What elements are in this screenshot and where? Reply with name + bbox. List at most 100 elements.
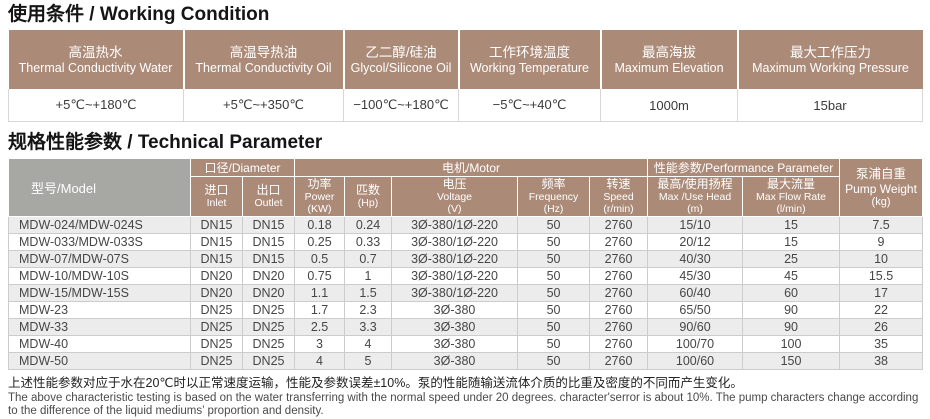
col-header-maximum-working-pressure: 最大工作压力 Maximum Working Pressure bbox=[737, 30, 923, 89]
table-row: MDW-40 DN25 DN25 3 4 3Ø-380 50 2760 100/70 100 35 bbox=[8, 335, 924, 353]
col-header-frequency: 频率 Frequency (Hz) bbox=[517, 176, 591, 217]
table-row: MDW-23 DN25 DN25 1.7 2.3 3Ø-380 50 2760 65/50 90 2… bbox=[8, 301, 924, 319]
cell-max-head: 60/40 bbox=[647, 284, 744, 302]
cell-speed: 2760 bbox=[589, 250, 649, 268]
cell-outlet: DN25 bbox=[241, 301, 296, 319]
parameter-sub-header-row: 进口 Inlet 出口 Outlet 功率 Power (KW) 匹数 (Hp) 电压 Vo… bbox=[9, 176, 923, 217]
cell-pump-weight: 26 bbox=[839, 318, 924, 336]
cell-model: MDW-10/MDW-10S bbox=[8, 267, 191, 285]
cell-inlet: DN25 bbox=[190, 335, 243, 353]
table-row: MDW-10/MDW-10S DN20 DN20 0.75 1 3Ø-380/1Ø-220… bbox=[8, 267, 924, 285]
cell-power-kw: 4 bbox=[294, 352, 346, 370]
cell-power-kw: 1.7 bbox=[294, 301, 346, 319]
table-row: MDW-033/MDW-033S DN15 DN15 0.25 0.33 3Ø-380/1… bbox=[8, 233, 924, 251]
cell-hp: 4 bbox=[344, 335, 393, 353]
table-row: MDW-50 DN25 DN25 4 5 3Ø-380 50 2760 100/60 150 38 bbox=[8, 352, 924, 370]
cell-max-flow: 60 bbox=[742, 284, 841, 302]
cell-speed: 2760 bbox=[589, 301, 649, 319]
cell-inlet: DN15 bbox=[190, 233, 243, 251]
cell-hp: 3.3 bbox=[344, 318, 393, 336]
cell-model: MDW-33 bbox=[8, 318, 191, 336]
header-line: 最大流量 bbox=[767, 176, 816, 191]
cell-power-kw: 0.18 bbox=[294, 216, 346, 234]
table-row: MDW-07/MDW-07S DN15 DN15 0.5 0.7 3Ø-380/1Ø-22… bbox=[8, 250, 924, 268]
cell-speed: 2760 bbox=[589, 284, 649, 302]
header-line: Max /Use Head bbox=[658, 191, 732, 204]
cell-pump-weight: 7.5 bbox=[839, 216, 924, 234]
cell-max-head: 20/12 bbox=[647, 233, 744, 251]
col-header-thermal-water: 高温热水 Thermal Conductivity Water bbox=[8, 30, 185, 89]
header-line: 转速 bbox=[606, 176, 631, 191]
cell-max-flow: 100 bbox=[742, 335, 841, 353]
cell-max-head: 100/70 bbox=[647, 335, 744, 353]
cell-hp: 1 bbox=[344, 267, 393, 285]
header-label-en: Glycol/Silicone Oil bbox=[350, 60, 452, 75]
header-label-en: Maximum Elevation bbox=[614, 60, 724, 75]
cell-max-flow: 90 bbox=[742, 301, 841, 319]
table-row: MDW-024/MDW-024S DN15 DN15 0.18 0.24 3Ø-380/1… bbox=[8, 216, 924, 234]
cell-voltage: 3Ø-380 bbox=[391, 318, 519, 336]
header-line: (KW) bbox=[307, 203, 332, 216]
cell-model: MDW-07/MDW-07S bbox=[8, 250, 191, 268]
cell-hp: 0.7 bbox=[344, 250, 393, 268]
header-line: 匹数 bbox=[356, 182, 381, 197]
cell-inlet: DN20 bbox=[190, 284, 243, 302]
footnote-english: The above characteristic testing is base… bbox=[8, 392, 919, 417]
cell-outlet: DN20 bbox=[241, 284, 296, 302]
header-line: Power bbox=[304, 191, 335, 204]
cell-power-kw: 1.1 bbox=[294, 284, 346, 302]
col-header-voltage: 电压 Voltage (V) bbox=[391, 176, 519, 217]
cell-speed: 2760 bbox=[589, 233, 649, 251]
header-line: 出口 bbox=[256, 182, 281, 197]
col-header-max-head: 最高/使用扬程 Max /Use Head (m) bbox=[647, 176, 744, 217]
cell-pump-weight: 17 bbox=[839, 284, 924, 302]
cell-voltage: 3Ø-380 bbox=[391, 301, 519, 319]
cell-frequency: 50 bbox=[517, 267, 591, 285]
cell-max-head: 90/60 bbox=[647, 318, 744, 336]
header-line: 进口 bbox=[204, 182, 229, 197]
cell-pump-weight: 15.5 bbox=[839, 267, 924, 285]
cell-frequency: 50 bbox=[517, 233, 591, 251]
header-label-cn: 最高海拔 bbox=[642, 44, 696, 60]
header-line: (Hz) bbox=[543, 203, 564, 216]
header-line: 功率 bbox=[307, 176, 332, 191]
cell-power-kw: 0.25 bbox=[294, 233, 346, 251]
group-header-motor: 电机/Motor bbox=[294, 158, 649, 177]
cell-max-head: 40/30 bbox=[647, 250, 744, 268]
technical-parameter-title: 规格性能参数 / Technical Parameter bbox=[8, 132, 323, 153]
cell-frequency: 50 bbox=[517, 318, 591, 336]
cell-outlet: DN20 bbox=[241, 267, 296, 285]
footnote-chinese: 上述性能参数对应于水在20℃时以正常速度运输，性能及参数误差±10%。泵的性能随… bbox=[8, 376, 743, 390]
col-header-maximum-elevation: 最高海拔 Maximum Elevation bbox=[600, 30, 739, 89]
cell-max-flow: 15 bbox=[742, 233, 841, 251]
cell-max-flow: 15 bbox=[742, 216, 841, 234]
cell-pump-weight: 38 bbox=[839, 352, 924, 370]
col-header-glycol-silicone-oil: 乙二醇/硅油 Glycol/Silicone Oil bbox=[343, 30, 460, 89]
header-label-en: Thermal Conductivity Oil bbox=[195, 60, 332, 75]
group-header-diameter: 口径/Diameter bbox=[189, 158, 296, 177]
working-condition-title: 使用条件 / Working Condition bbox=[8, 4, 270, 25]
cell-model: MDW-024/MDW-024S bbox=[8, 216, 191, 234]
header-line: Outlet bbox=[254, 197, 283, 210]
header-line: Max Flow Rate bbox=[756, 191, 827, 204]
cell-speed: 2760 bbox=[589, 335, 649, 353]
cell-model: MDW-50 bbox=[8, 352, 191, 370]
working-condition-table: 高温热水 Thermal Conductivity Water 高温导热油 Th… bbox=[8, 30, 923, 122]
cell-hp: 2.3 bbox=[344, 301, 393, 319]
cell-frequency: 50 bbox=[517, 335, 591, 353]
col-header-power-kw: 功率 Power (KW) bbox=[294, 176, 346, 217]
header-line: (V) bbox=[447, 203, 462, 216]
header-line: Pump Weight bbox=[845, 182, 917, 196]
cell-inlet: DN20 bbox=[190, 267, 243, 285]
cell-voltage: 3Ø-380/1Ø-220 bbox=[391, 233, 519, 251]
cell-speed: 2760 bbox=[589, 216, 649, 234]
footnote: 上述性能参数对应于水在20℃时以正常速度运输，性能及参数误差±10%。泵的性能随… bbox=[8, 375, 922, 418]
cell-model: MDW-033/MDW-033S bbox=[8, 233, 191, 251]
value-thermal-water: +5℃~+180℃ bbox=[8, 89, 184, 122]
header-line: (kg) bbox=[871, 196, 891, 208]
header-line: 频率 bbox=[541, 176, 566, 191]
cell-max-head: 100/60 bbox=[647, 352, 744, 370]
cell-frequency: 50 bbox=[517, 352, 591, 370]
col-header-pump-weight: 泵浦自重 Pump Weight (kg) bbox=[839, 158, 924, 217]
